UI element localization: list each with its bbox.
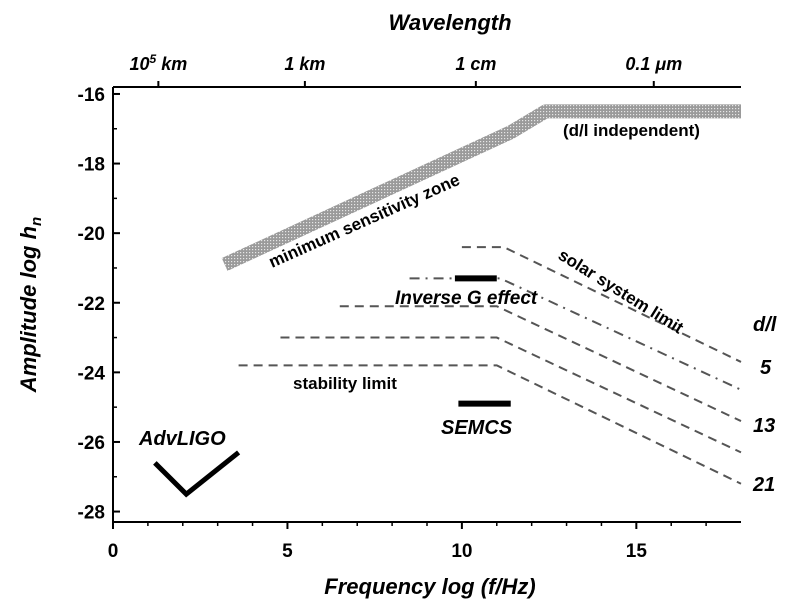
y-tick-label: -28 [78, 503, 105, 524]
y-tick-label: -22 [78, 294, 105, 315]
top-axis-title: Wavelength [388, 10, 511, 35]
top-tick-label: 0.1 μm [625, 54, 682, 74]
limit-line-2 [409, 277, 742, 391]
dl-13-label: 13 [753, 415, 775, 437]
x-tick-label: 15 [626, 541, 648, 562]
dl-21-label: 21 [752, 474, 775, 496]
advligo-label: AdvLIGO [138, 428, 226, 450]
y-tick-label: -24 [78, 363, 106, 384]
y-tick-label: -18 [78, 155, 105, 176]
limit-line-4 [280, 336, 742, 454]
dl-independent-label: (d/l independent) [563, 121, 700, 140]
y-tick-label: -26 [78, 433, 105, 454]
dl-header-label: d/l [753, 314, 777, 336]
axes: -28 -26 -24 -22 -20 -18 -16 0 5 10 15 105 km 1 km 1 c… [16, 10, 741, 599]
advligo-curve [153, 450, 241, 498]
min-sensitivity-label: minimum sensitivity zone [266, 170, 463, 272]
dl-5-label: 5 [760, 357, 772, 379]
limit-line-1 [461, 246, 742, 363]
semcs-label: SEMCS [441, 417, 513, 439]
y-tick-label: -16 [78, 85, 105, 106]
top-tick-label: 1 km [284, 54, 325, 74]
y-axis-title: Amplitude log hn [16, 217, 45, 393]
x-tick-label: 5 [282, 541, 293, 562]
sensitivity-band [221, 104, 741, 271]
solar-system-limit-label: solar system limit [555, 245, 687, 337]
x-tick-label: 0 [108, 541, 119, 562]
x-tick-label: 10 [451, 541, 472, 562]
limit-line-5 [238, 364, 742, 485]
x-axis-title: Frequency log (f/Hz) [324, 574, 535, 599]
top-tick-label: 1 cm [455, 54, 496, 74]
stability-limit-label: stability limit [293, 374, 397, 393]
y-tick-label: -20 [78, 224, 105, 245]
series-layer [153, 104, 742, 498]
annotation-layer: minimum sensitivity zone (d/l independent… [138, 121, 777, 496]
inverse-g-label: Inverse G effect [395, 288, 538, 309]
limit-line-3 [339, 305, 742, 422]
top-tick-label: 105 km [129, 52, 187, 74]
